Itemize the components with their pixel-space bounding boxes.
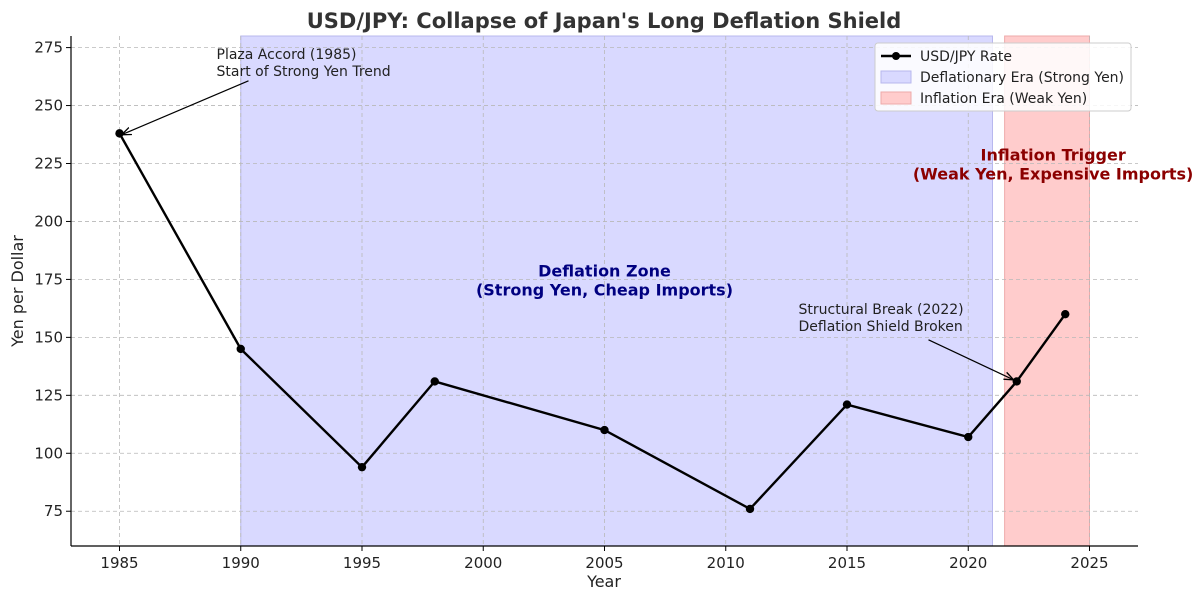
legend-entry-label: USD/JPY Rate xyxy=(920,49,1012,65)
legend-entry-label: Inflation Era (Weak Yen) xyxy=(920,91,1087,107)
annotation-text: Start of Strong Yen Trend xyxy=(217,64,391,80)
annotation-text: Deflation Shield Broken xyxy=(799,319,963,335)
y-tick-label: 125 xyxy=(34,386,63,404)
y-tick-label: 100 xyxy=(34,444,63,462)
x-tick-label: 2005 xyxy=(585,554,623,572)
y-tick-label: 275 xyxy=(34,39,63,57)
zone-label: Deflation Zone xyxy=(538,261,671,280)
legend-box xyxy=(874,42,1132,112)
legend-band-swatch xyxy=(880,70,912,84)
y-axis-label: Yen per Dollar xyxy=(8,235,27,348)
data-point xyxy=(1012,377,1021,386)
zone-label: Inflation Trigger xyxy=(980,146,1125,165)
legend-entry-label: Deflationary Era (Strong Yen) xyxy=(920,70,1124,86)
y-tick-label: 75 xyxy=(44,502,63,520)
y-tick-label: 150 xyxy=(34,328,63,346)
x-tick-label: 2025 xyxy=(1070,554,1108,572)
data-point xyxy=(964,432,973,442)
annotation-text: Structural Break (2022) xyxy=(799,302,964,318)
annotation-arrow xyxy=(123,80,249,135)
x-tick-label: 1995 xyxy=(343,554,381,572)
x-tick-label: 2000 xyxy=(464,554,502,572)
y-tick-label: 175 xyxy=(34,270,63,288)
series-line-0 xyxy=(118,132,1067,511)
y-tick-label: 250 xyxy=(34,97,63,115)
zone-label: (Strong Yen, Cheap Imports) xyxy=(476,280,733,299)
legend-marker-swatch xyxy=(892,52,900,60)
band-1 xyxy=(1004,35,1090,547)
legend-band-swatch xyxy=(880,91,912,105)
data-point xyxy=(357,462,367,472)
zone-label: (Weak Yen, Expensive Imports) xyxy=(913,165,1194,184)
legend: USD/JPY Rate Deflationary Era (Strong Yen… xyxy=(874,42,1132,112)
x-tick-label: 1985 xyxy=(100,554,138,572)
x-axis-label: Year xyxy=(586,572,621,591)
data-point xyxy=(430,377,439,386)
data-point xyxy=(236,344,245,354)
x-tick-label: 1990 xyxy=(222,554,260,572)
y-tick-label: 200 xyxy=(34,212,63,230)
annotation-text: Plaza Accord (1985) xyxy=(217,47,357,63)
data-point xyxy=(115,129,124,138)
plot-area: 1985 1990 1995 2000 2005 2010 2015 2020 2025 75 10… xyxy=(34,35,1194,572)
x-tick-label: 2015 xyxy=(828,554,866,572)
data-point xyxy=(1061,309,1070,319)
y-tick-label: 225 xyxy=(34,155,63,173)
data-point xyxy=(745,504,755,514)
annotation-arrow xyxy=(928,339,1013,380)
x-tick-label: 2010 xyxy=(707,554,745,572)
data-point xyxy=(842,400,852,409)
chart-title: USD/JPY: Collapse of Japan's Long Deflat… xyxy=(307,9,902,33)
x-tick-label: 2020 xyxy=(949,554,987,572)
data-point xyxy=(600,425,609,435)
